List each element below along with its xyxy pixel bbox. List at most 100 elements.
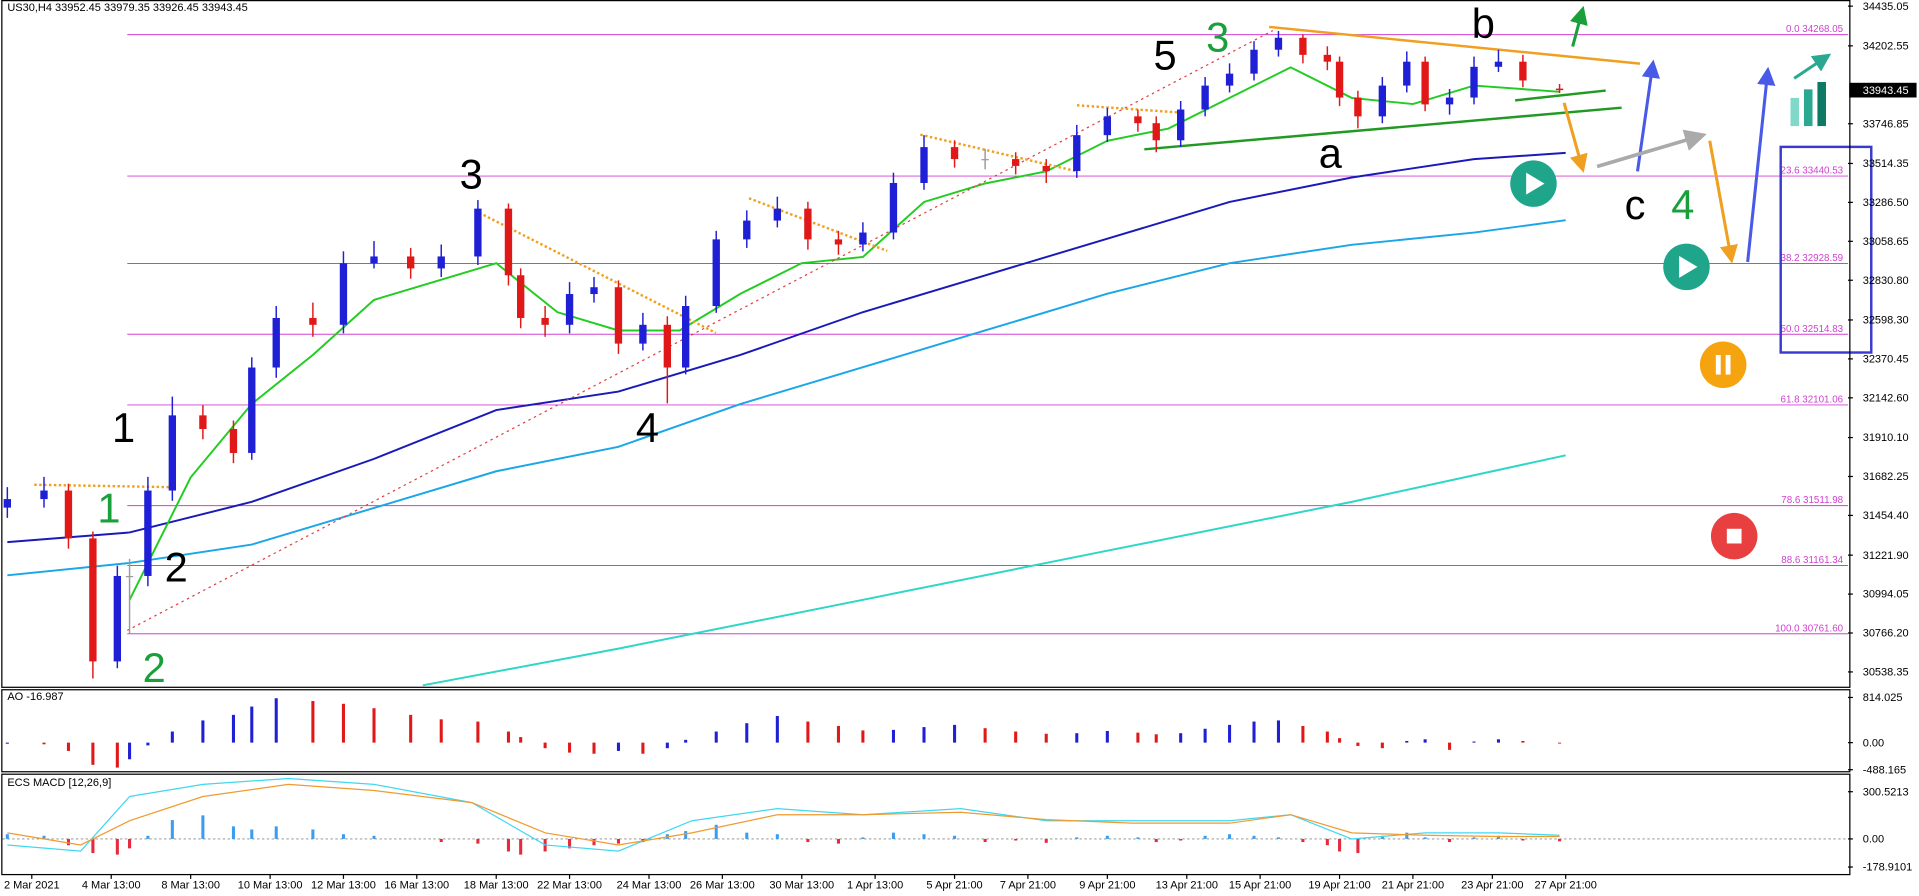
ao-value: -16.987 — [26, 691, 63, 703]
macd-title: ECS MACD [12,26,9] — [7, 777, 111, 789]
x-tick-label: 2 Mar 2021 — [4, 880, 60, 892]
y-tick-label: 30766.20 — [1863, 628, 1909, 640]
candle-body — [1378, 85, 1387, 117]
fib-label: 0.0 34268.05 — [1786, 24, 1844, 35]
candle-body — [370, 256, 378, 264]
fib-label: 100.0 30761.60 — [1775, 623, 1844, 634]
icons — [1510, 82, 1873, 560]
ao-title: AO -16.987 — [7, 691, 63, 703]
candle-body — [40, 490, 48, 500]
wave-label: 1 — [112, 404, 135, 451]
ao-frame — [1, 689, 1851, 773]
macd-line — [7, 777, 1560, 852]
candle-body — [773, 208, 782, 221]
candle-body — [639, 324, 647, 344]
y-tick-label: 34202.55 — [1863, 41, 1909, 53]
resistance-line — [1269, 25, 1641, 65]
fib-label: 50.0 32514.83 — [1781, 324, 1844, 335]
candle-body — [981, 159, 989, 161]
wave-label: 1 — [97, 485, 120, 532]
macd-tick-label: 300.5213 — [1863, 786, 1909, 798]
candle-body — [517, 275, 525, 318]
stop-icon — [1726, 528, 1742, 544]
y-tick-label: 32830.80 — [1863, 275, 1909, 287]
candle-body — [474, 208, 482, 257]
wave-label: 5 — [1154, 32, 1177, 79]
arrow — [1596, 129, 1707, 169]
candle-body — [1335, 61, 1344, 98]
candle-body — [1299, 37, 1307, 55]
wave-label: c — [1625, 181, 1646, 228]
candle-body — [1445, 97, 1454, 105]
ao-tick-label: -488.165 — [1863, 764, 1906, 776]
bars-icon — [1790, 97, 1800, 127]
candle-body — [712, 239, 720, 307]
current-price-box — [1849, 82, 1917, 98]
candle-body — [1421, 61, 1429, 105]
trend-line — [920, 133, 1078, 173]
y-tick-label: 32370.45 — [1863, 354, 1909, 366]
candle-body — [504, 208, 513, 276]
candle-body — [437, 256, 445, 269]
x-tick-label: 23 Apr 21:00 — [1461, 880, 1523, 892]
open: 33952.45 — [55, 2, 101, 14]
x-tick-label: 1 Apr 13:00 — [847, 880, 903, 892]
arrows — [1562, 5, 1832, 264]
arrow — [1569, 5, 1588, 47]
wave-label: 3 — [460, 150, 483, 197]
x-tick-label: 18 Mar 13:00 — [464, 880, 529, 892]
candle-body — [1323, 54, 1332, 62]
fib-label: 88.6 31161.34 — [1781, 555, 1843, 566]
candle-body — [1555, 88, 1564, 91]
wave-labels: 1 1 2 2 3 4 5 3 b a c 4 — [97, 0, 1694, 691]
y-tick-label: 33058.65 — [1863, 236, 1909, 248]
current-price: 33943.45 — [1863, 85, 1909, 97]
candle-body — [1403, 61, 1411, 86]
candle-body — [144, 490, 152, 576]
x-tick-label: 27 Apr 21:00 — [1534, 880, 1596, 892]
y-tick-label: 34435.05 — [1863, 1, 1909, 13]
macd-frame — [1, 773, 1851, 876]
y-tick-label: 33746.85 — [1863, 118, 1909, 130]
moving-average — [422, 454, 1566, 687]
candle-body — [1274, 37, 1283, 50]
y-tick-label: 31454.40 — [1863, 510, 1909, 522]
candle-body — [1177, 109, 1185, 141]
fib-label: 78.6 31511.98 — [1781, 495, 1843, 506]
target-box — [1779, 145, 1873, 354]
ao-tick-label: 814.025 — [1863, 692, 1903, 704]
candle-body — [1354, 97, 1362, 117]
play-icon — [1526, 172, 1545, 195]
x-tick-label: 30 Mar 13:00 — [769, 880, 834, 892]
candle-body — [272, 317, 280, 368]
pause-icon — [1699, 341, 1747, 389]
trend-line — [126, 30, 1274, 631]
candle-body — [663, 324, 672, 368]
x-tick-label: 15 Apr 21:00 — [1229, 880, 1291, 892]
trend-line — [474, 209, 717, 335]
pause-icon — [1715, 354, 1721, 375]
candle-body — [889, 182, 898, 233]
arrow — [1708, 140, 1738, 264]
candle-body — [407, 256, 415, 269]
moving-average — [128, 66, 1560, 601]
ao-tick-label: 0.00 — [1863, 737, 1884, 749]
x-tick-label: 5 Apr 21:00 — [926, 880, 982, 892]
candle-body — [168, 415, 177, 491]
macd-tick-label: -178.9101 — [1863, 862, 1913, 874]
candle-body — [309, 317, 317, 325]
y-tick-label: 30538.35 — [1863, 667, 1909, 679]
fib-label: 38.2 32928.59 — [1781, 253, 1844, 264]
candle-body — [1042, 165, 1050, 172]
fib-layer: 0.0 34268.05 23.6 33440.53 38.2 32928.59 50… — [127, 24, 1849, 634]
candle-layer — [3, 30, 1564, 679]
moving-average — [7, 219, 1566, 577]
support-line — [1144, 106, 1622, 151]
wave-label: 3 — [1206, 13, 1229, 60]
x-tick-label: 8 Mar 13:00 — [161, 880, 220, 892]
wave-label: 2 — [143, 644, 166, 691]
x-tick-label: 16 Mar 13:00 — [384, 880, 449, 892]
candle-body — [1470, 66, 1478, 98]
